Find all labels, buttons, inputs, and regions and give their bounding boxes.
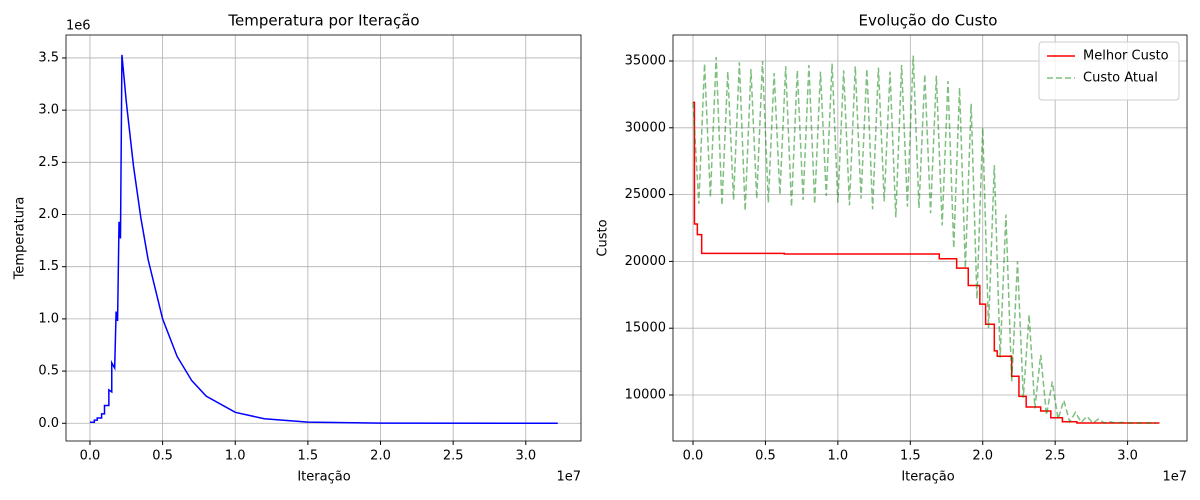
legend-label: Custo Atual	[1083, 71, 1158, 86]
data-line	[692, 101, 1160, 424]
y-tick-label: 2.0	[38, 207, 59, 222]
x-tick-label: 2.0	[972, 449, 993, 464]
legend-label: Melhor Custo	[1083, 49, 1169, 64]
y-tick-label: 3.0	[38, 103, 59, 118]
chart-title: Temperatura por Iteração	[227, 12, 419, 30]
x-tick-label: 1.5	[298, 449, 319, 464]
x-tick-label: 1.0	[225, 449, 246, 464]
x-tick-label: 1.0	[828, 449, 849, 464]
x-tick-label: 0.5	[152, 449, 173, 464]
y-tick-label: 0.5	[38, 364, 59, 379]
data-line	[89, 54, 558, 425]
y-axis-label: Custo	[596, 219, 611, 256]
plot-frame	[65, 34, 582, 442]
chart-title: Evolução do Custo	[859, 12, 998, 30]
y-offset-label: 1e6	[66, 19, 91, 34]
y-tick-label: 3.5	[38, 50, 59, 65]
x-tick-label: 3.0	[1117, 449, 1138, 464]
y-tick-label: 30000	[625, 120, 666, 135]
y-tick-label: 20000	[625, 254, 666, 269]
data-line	[692, 55, 1157, 425]
x-axis-label: Iteração	[901, 470, 954, 485]
x-tick-label: 2.5	[1045, 449, 1066, 464]
plot-frame	[672, 34, 1188, 442]
x-tick-label: 0.0	[80, 449, 101, 464]
y-tick-label: 1.5	[38, 259, 59, 274]
y-axis-label: Temperatura	[13, 197, 28, 281]
x-offset-label: 1e7	[1162, 470, 1187, 485]
x-tick-label: 2.0	[370, 449, 391, 464]
x-tick-label: 0.5	[755, 449, 776, 464]
x-tick-label: 3.0	[515, 449, 536, 464]
x-tick-label: 2.5	[443, 449, 464, 464]
y-tick-label: 1.0	[38, 311, 59, 326]
x-tick-label: 1.5	[900, 449, 921, 464]
y-tick-label: 25000	[625, 187, 666, 202]
y-tick-label: 0.0	[38, 416, 59, 431]
x-tick-label: 0.0	[683, 449, 704, 464]
x-axis-label: Iteração	[297, 470, 350, 485]
y-tick-label: 35000	[625, 53, 666, 68]
x-offset-label: 1e7	[556, 470, 581, 485]
y-tick-label: 15000	[625, 321, 666, 336]
y-tick-label: 10000	[625, 388, 666, 403]
y-tick-label: 2.5	[38, 155, 59, 170]
